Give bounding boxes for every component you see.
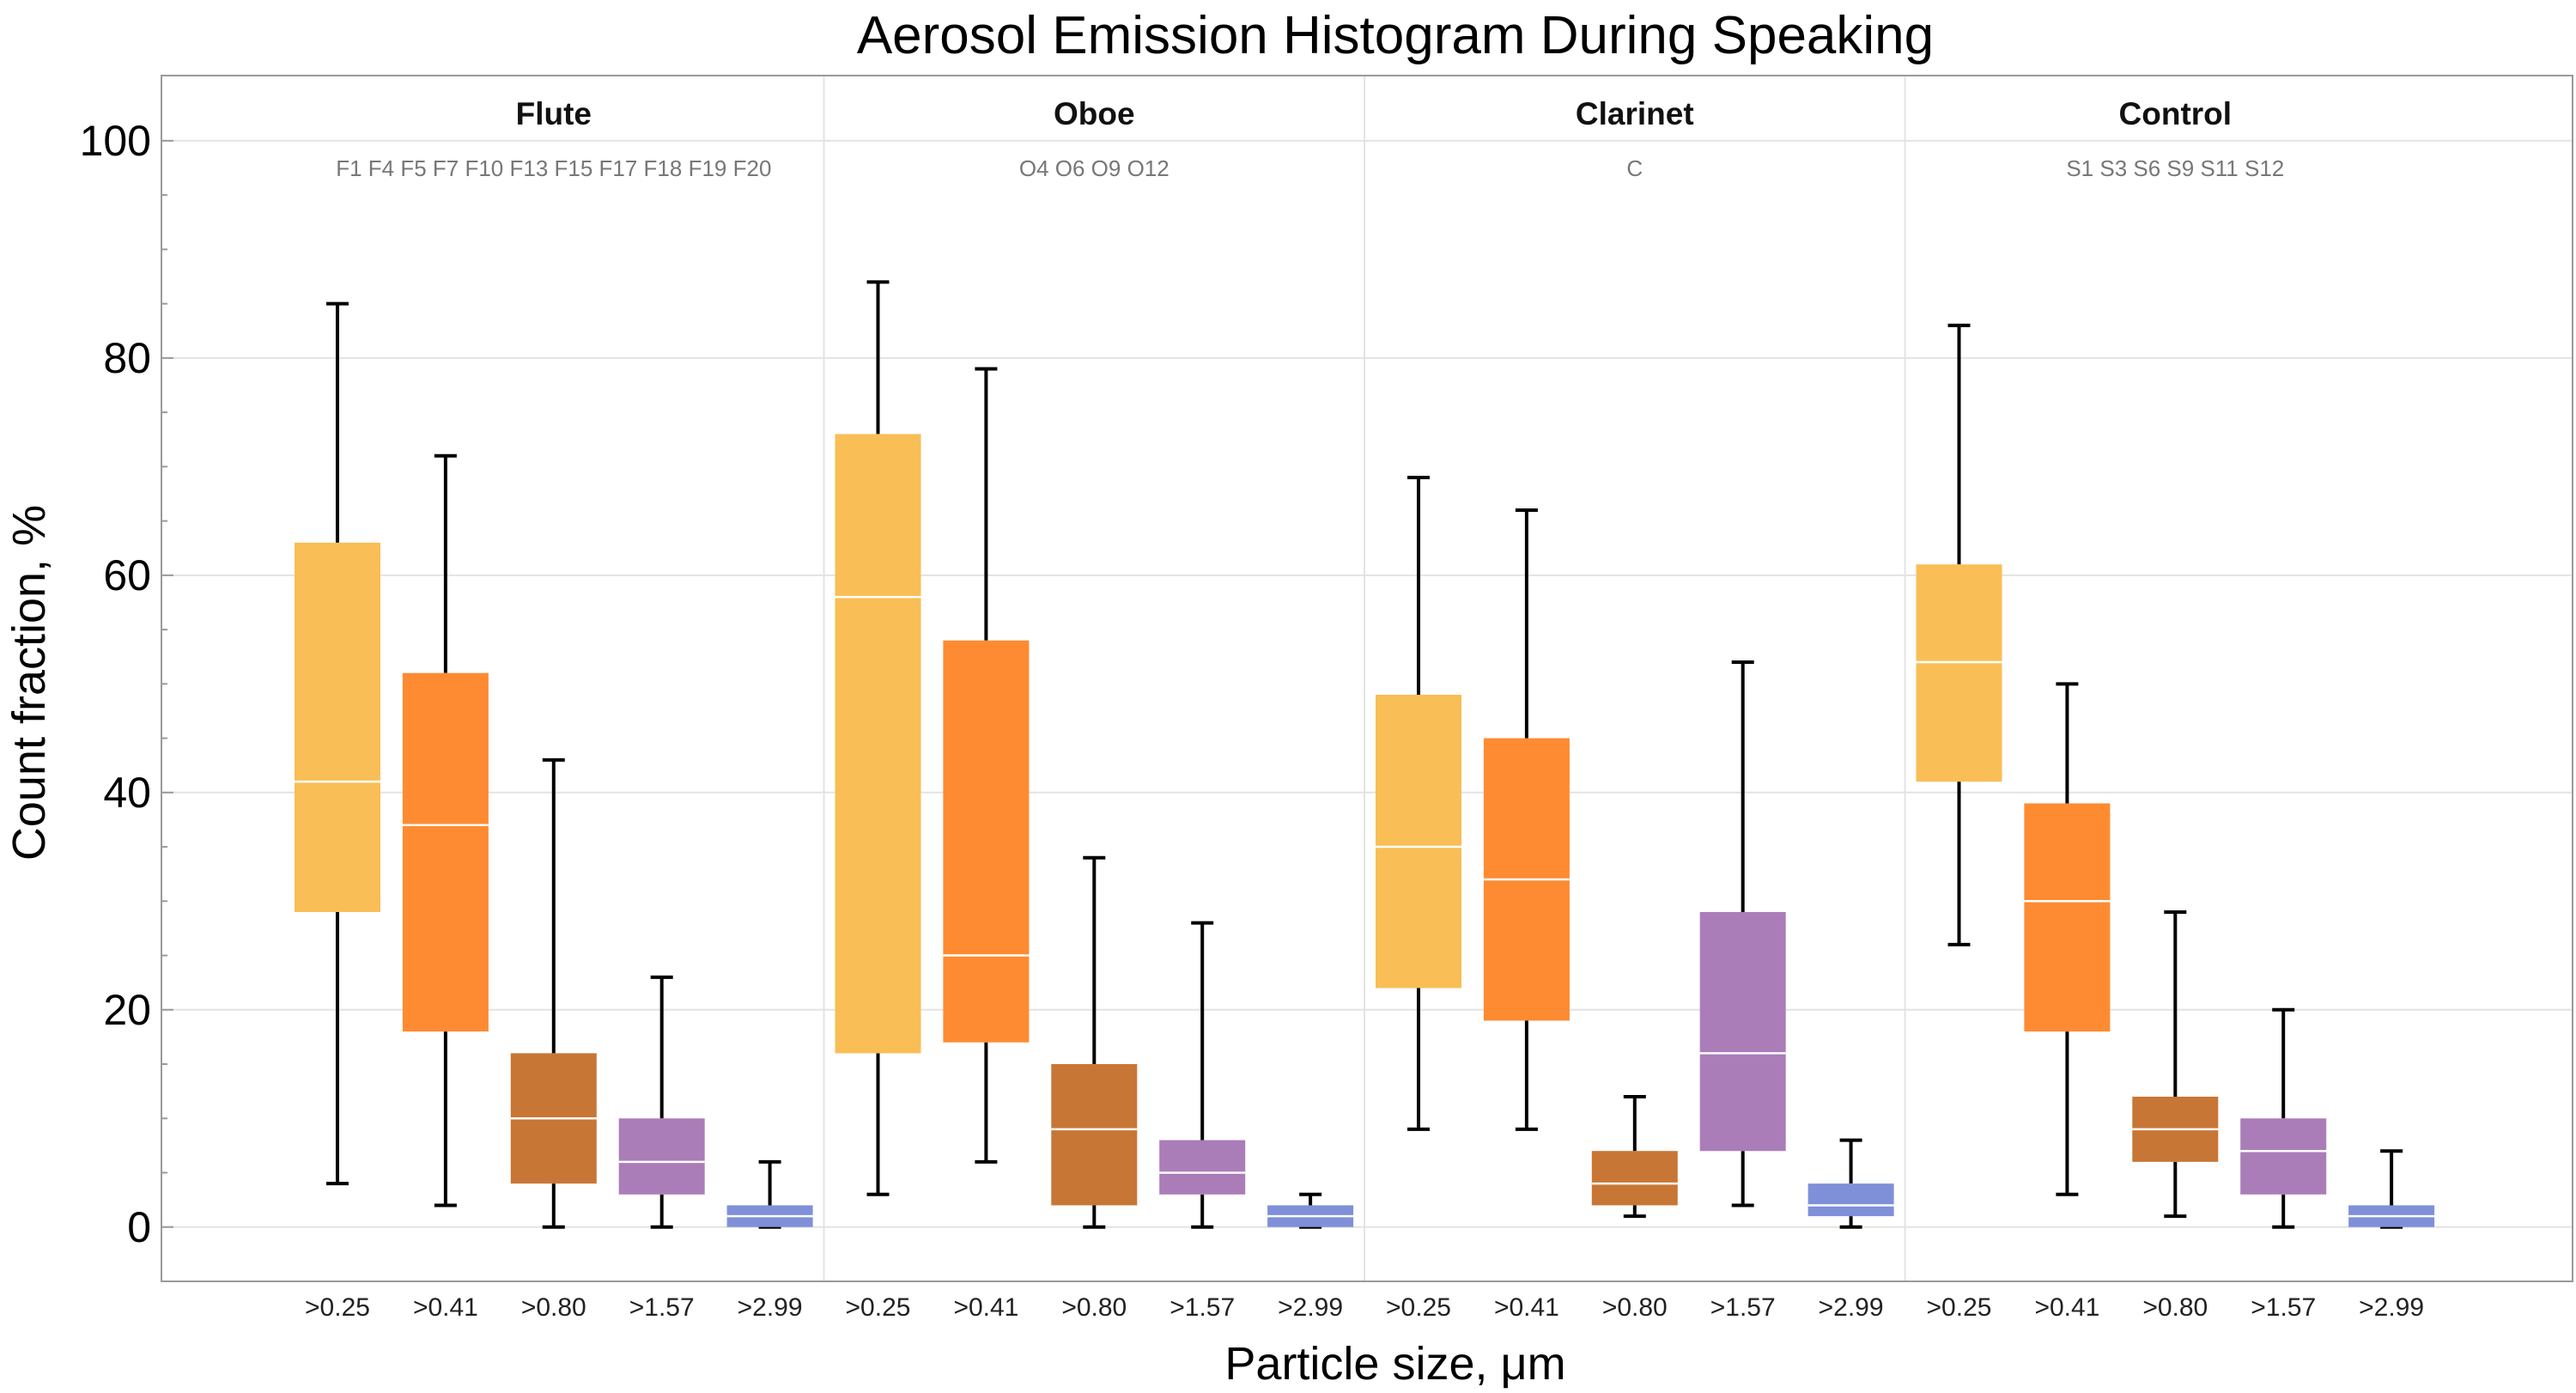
group-labels: Flute F1 F4 F5 F7 F10 F13 F15 F17 F18 F19… [336,96,2284,181]
box-plot [2132,909,2219,1219]
x-tick-label: >2.99 [2359,1293,2424,1322]
x-tick-label: >1.57 [2251,1293,2316,1322]
box-plot [1376,476,1461,1131]
y-tick-label: 60 [103,551,151,599]
x-tick-label: >0.41 [2034,1293,2099,1322]
box-plot [402,453,489,1207]
box-plot [1483,508,1570,1131]
group-label: Oboe [1054,96,1135,131]
x-tick-label: >0.80 [2142,1293,2208,1322]
plot-frame [161,75,2573,1282]
box-plot [1159,921,1246,1229]
x-tick-label: >2.99 [738,1293,803,1322]
box-plot [618,975,705,1229]
boxes-layer [295,280,2435,1229]
y-axis-label: Count fraction, % [3,505,55,861]
box-iqr [2240,1118,2327,1195]
group-label: Flute [516,96,592,131]
x-tick-label: >0.25 [1927,1293,1992,1322]
grid-layer [161,76,2573,1281]
x-tick-label: >0.80 [521,1293,586,1322]
box-plot [2240,1007,2327,1229]
group-label: Clarinet [1576,96,1694,131]
x-tick-label: >1.57 [629,1293,695,1322]
box-plot [510,757,597,1229]
box-plot [1267,1192,1354,1229]
box-iqr [1159,1140,1246,1195]
box-plot [1916,323,2002,946]
x-tick-label: >0.25 [1386,1293,1451,1322]
box-plot [1051,855,1138,1229]
box-plot [835,280,921,1196]
group-subjects: F1 F4 F5 F7 F10 F13 F15 F17 F18 F19 F20 [336,155,771,181]
box-iqr [618,1118,705,1195]
x-tick-label: >0.80 [1602,1293,1668,1322]
x-tick-label: >0.41 [413,1293,478,1322]
x-tick-label: >0.41 [953,1293,1018,1322]
x-tick-label: >0.25 [305,1293,370,1322]
box-iqr [1807,1183,1894,1217]
x-axis-label: Particle size, μm [1224,1338,1565,1390]
box-plot [1699,660,1786,1207]
group-label: Control [2119,96,2233,131]
x-tick-label: >2.99 [1819,1293,1884,1322]
y-tick-label: 0 [127,1203,151,1251]
y-tick-label: 20 [103,986,151,1034]
box-iqr [2024,803,2111,1032]
x-tick-label: >0.41 [1494,1293,1559,1322]
x-axis: >0.25 >0.41 >0.80 >1.57 >2.99 >0.25 >0.41 >0.80… [305,1293,2424,1322]
box-iqr [1376,694,1461,988]
box-iqr [943,640,1030,1043]
box-iqr [1051,1064,1138,1206]
box-plot [2024,682,2111,1196]
group-subjects: C [1626,155,1643,181]
group-subjects: O4 O6 O9 O12 [1019,155,1170,181]
box-iqr [1591,1151,1678,1206]
box-plot [1591,1094,1678,1219]
box-iqr [1916,564,2002,782]
x-tick-label: >0.25 [846,1293,911,1322]
x-tick-label: >1.57 [1170,1293,1235,1322]
x-tick-label: >1.57 [1710,1293,1776,1322]
box-plot [2348,1149,2435,1229]
group-subjects: S1 S3 S6 S9 S11 S12 [2066,155,2284,181]
box-iqr [1699,911,1786,1152]
y-tick-label: 40 [103,769,151,817]
x-tick-label: >0.80 [1061,1293,1127,1322]
x-tick-label: >2.99 [1278,1293,1343,1322]
box-plot [726,1159,813,1229]
y-tick-label: 80 [103,334,151,382]
chart-title: Aerosol Emission Histogram During Speaki… [857,6,1934,65]
box-iqr [295,542,380,912]
y-axis: 0 20 40 60 80 100 [80,117,173,1251]
box-plot [943,367,1030,1164]
y-tick-label: 100 [80,117,151,165]
box-iqr [835,434,921,1054]
box-iqr [402,672,489,1032]
box-plot [1807,1138,1894,1229]
box-plot [295,301,380,1186]
